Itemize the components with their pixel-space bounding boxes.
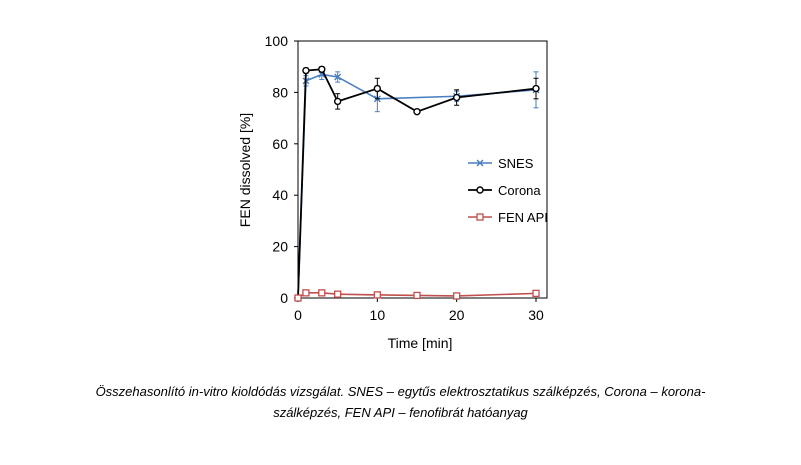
x-tick-label: 0: [294, 307, 302, 323]
data-point-fen-api: [294, 294, 302, 302]
data-point-fen-api: [453, 292, 461, 300]
data-point-corona: [452, 93, 461, 102]
legend-label-snes: SNES: [498, 156, 534, 171]
data-point-corona: [532, 84, 540, 93]
y-axis-label: FEN dissolved [%]: [237, 113, 253, 227]
caption-line-1: Összehasonlító in-vitro kioldódás vizsgá…: [95, 384, 706, 399]
legend-label-fen-api: FEN API: [498, 210, 548, 225]
legend-marker-snes: [476, 159, 484, 167]
legend: SNES Corona FEN API: [468, 156, 548, 225]
data-point-fen-api: [318, 289, 326, 297]
legend-marker-fen-api: [476, 213, 484, 221]
caption-line-2: szálképzés, FEN API – fenofibrát hatóany…: [273, 405, 528, 420]
y-tick-label: 20: [272, 239, 288, 255]
data-point-fen-api: [413, 291, 421, 300]
y-tick-label: 0: [280, 290, 288, 306]
x-tick-label: 10: [370, 307, 386, 323]
data-point-snes: [334, 73, 342, 81]
legend-marker-corona: [476, 186, 484, 194]
series-layer: [294, 65, 540, 302]
x-tick-label: 20: [449, 307, 465, 323]
y-axis-ticks: 0 20 40 60 80 100: [265, 33, 298, 306]
data-point-corona: [318, 65, 326, 73]
y-tick-label: 60: [272, 136, 288, 152]
data-point-corona: [333, 97, 342, 106]
data-point-fen-api: [373, 291, 381, 299]
y-tick-label: 40: [272, 187, 288, 203]
series-fen-api: [294, 289, 540, 302]
x-tick-label: 30: [528, 307, 544, 323]
data-point-corona: [413, 107, 421, 116]
legend-label-corona: Corona: [498, 183, 541, 198]
series-corona: [294, 65, 540, 302]
data-point-fen-api: [334, 290, 342, 298]
data-point-fen-api: [532, 289, 540, 298]
y-tick-label: 80: [272, 84, 288, 100]
y-tick-label: 100: [265, 33, 289, 49]
dissolution-chart: 0 20 40 60 80 100 0 10 20 30 Time [min] FEN diss…: [237, 33, 548, 351]
figure-caption: Összehasonlító in-vitro kioldódás vizsgá…: [20, 381, 781, 423]
plot-frame: [297, 40, 548, 299]
x-axis-ticks: 0 10 20 30: [294, 298, 544, 323]
data-point-corona: [373, 84, 382, 93]
data-point-fen-api: [302, 289, 310, 297]
x-axis-label: Time [min]: [388, 335, 453, 351]
data-point-corona: [302, 66, 310, 75]
